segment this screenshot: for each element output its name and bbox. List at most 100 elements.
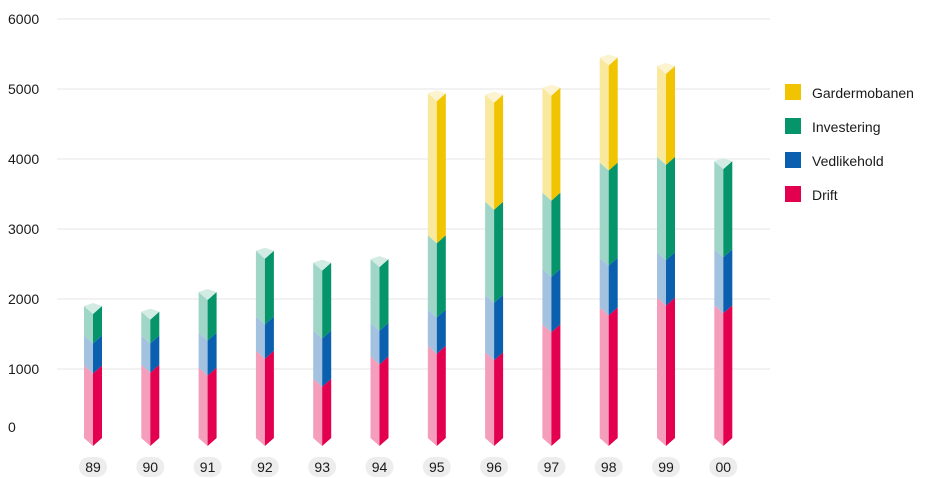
bar-segment-vedlikehold-right	[666, 252, 675, 306]
bar-segment-vedlikehold-right	[93, 335, 102, 374]
bar-segment-vedlikehold-right	[436, 309, 446, 354]
y-tick-label: 0	[8, 419, 16, 435]
bar-cap	[84, 303, 102, 314]
legend-item-investering: Investering	[785, 118, 880, 135]
bar-segment-drift-left	[84, 365, 93, 446]
bar-segment-investering-right	[322, 262, 332, 339]
bar-segment-drift-left	[141, 364, 151, 446]
bar-stack-92	[255, 247, 274, 446]
x-tick-label: 91	[200, 459, 216, 475]
bar-segment-vedlikehold-left	[427, 309, 437, 354]
bar-segment-drift-left	[370, 356, 380, 446]
bar-segment-investering-right	[93, 306, 102, 344]
legend-swatch	[785, 118, 801, 134]
x-tick-label: 99	[658, 459, 674, 475]
bar-segment-drift-right	[93, 365, 102, 446]
bar-segment-vedlikehold-left	[84, 335, 93, 374]
y-tick-label: 6000	[8, 11, 39, 27]
x-tick-pill	[79, 457, 107, 477]
bar-segment-gardermobanen-right	[551, 87, 561, 201]
bar-segment-drift-right	[436, 345, 446, 446]
legend-item-drift: Drift	[785, 186, 838, 203]
bar-cap	[542, 84, 561, 96]
bar-segment-investering-right	[379, 259, 389, 331]
bar-segment-investering-right	[551, 192, 561, 277]
bar-stack-93	[313, 259, 332, 446]
x-tick-91: 91	[193, 457, 222, 477]
bar-cap	[599, 54, 618, 66]
bar-segment-vedlikehold-left	[485, 294, 495, 361]
bar-segment-vedlikehold-right	[264, 316, 274, 359]
x-tick-label: 00	[716, 459, 732, 475]
bar-segment-drift-left	[198, 367, 208, 446]
bar-segment-investering-left	[370, 259, 380, 331]
bar-segment-investering-left	[255, 250, 265, 325]
bar-segment-investering-left	[141, 311, 151, 344]
x-tick-97: 97	[537, 457, 566, 477]
x-tick-90: 90	[136, 457, 165, 477]
x-tick-pill	[193, 457, 222, 477]
legend-swatch	[785, 152, 801, 168]
x-tick-pill	[250, 457, 279, 477]
bar-segment-vedlikehold-right	[379, 322, 389, 365]
bar-segment-gardermobanen-left	[599, 57, 609, 171]
bar-segment-vedlikehold-left	[198, 332, 208, 376]
x-tick-pill	[537, 457, 566, 477]
x-tick-label: 89	[85, 459, 101, 475]
bar-segment-investering-left	[313, 262, 323, 339]
bar-cap	[255, 247, 274, 259]
x-tick-pill	[422, 457, 451, 477]
bar-cap	[657, 62, 675, 74]
x-tick-pill	[365, 457, 394, 477]
bar-segment-drift-right	[150, 364, 160, 446]
legend-item-vedlikehold: Vedlikehold	[785, 152, 884, 169]
x-tick-label: 95	[429, 459, 445, 475]
bar-stack-95	[427, 90, 446, 446]
x-tick-pill	[480, 457, 509, 477]
bar-stack-90	[141, 308, 160, 446]
bar-segment-vedlikehold-right	[322, 330, 332, 387]
bar-segment-vedlikehold-left	[370, 322, 380, 365]
bar-segment-vedlikehold-right	[723, 249, 733, 314]
bar-cap	[714, 158, 733, 170]
x-tick-label: 90	[143, 459, 159, 475]
bar-segment-gardermobanen-left	[657, 65, 666, 165]
y-tick-label: 2000	[8, 291, 39, 307]
bar-segment-investering-right	[150, 311, 160, 344]
bar-stack-96	[485, 91, 504, 446]
bar-segment-investering-right	[723, 161, 733, 258]
bar-cap	[313, 259, 332, 271]
bar-segment-drift-left	[485, 352, 495, 446]
bar-cap	[427, 90, 446, 102]
x-tick-00: 00	[709, 457, 738, 477]
legend-swatch	[785, 84, 801, 100]
x-tick-99: 99	[652, 457, 680, 477]
x-tick-96: 96	[480, 457, 509, 477]
bar-cap	[370, 256, 389, 268]
legend-label: Vedlikehold	[812, 153, 884, 169]
x-axis-ticks: 89 90 91 92 93 94 95 96 97 98 99 00	[79, 457, 738, 477]
bar-cap	[198, 289, 217, 300]
bar-segment-vedlikehold-right	[207, 332, 217, 376]
bar-stack-97	[542, 84, 561, 446]
bar-segment-gardermobanen-right	[436, 93, 446, 244]
x-tick-93: 93	[308, 457, 337, 477]
x-tick-pill	[308, 457, 337, 477]
bar-segment-vedlikehold-left	[542, 268, 552, 333]
bar-segment-vedlikehold-left	[141, 335, 151, 373]
bar-segment-investering-right	[608, 162, 618, 266]
gridlines	[57, 18, 770, 370]
bar-stack-99	[657, 62, 675, 446]
x-tick-label: 94	[372, 459, 388, 475]
bar-segment-gardermobanen-left	[542, 87, 552, 201]
bar-segment-gardermobanen-left	[485, 94, 495, 210]
x-tick-label: 96	[486, 459, 502, 475]
y-axis-ticks: 0 1000 2000 3000 4000 5000 6000	[8, 11, 39, 435]
bar-segment-vedlikehold-left	[657, 252, 666, 306]
bar-segment-gardermobanen-right	[494, 94, 504, 210]
legend-swatch	[785, 186, 801, 202]
bar-segment-vedlikehold-right	[608, 257, 618, 316]
bar-segment-drift-left	[714, 305, 724, 446]
bar-segment-vedlikehold-left	[313, 330, 323, 387]
x-tick-label: 98	[601, 459, 617, 475]
